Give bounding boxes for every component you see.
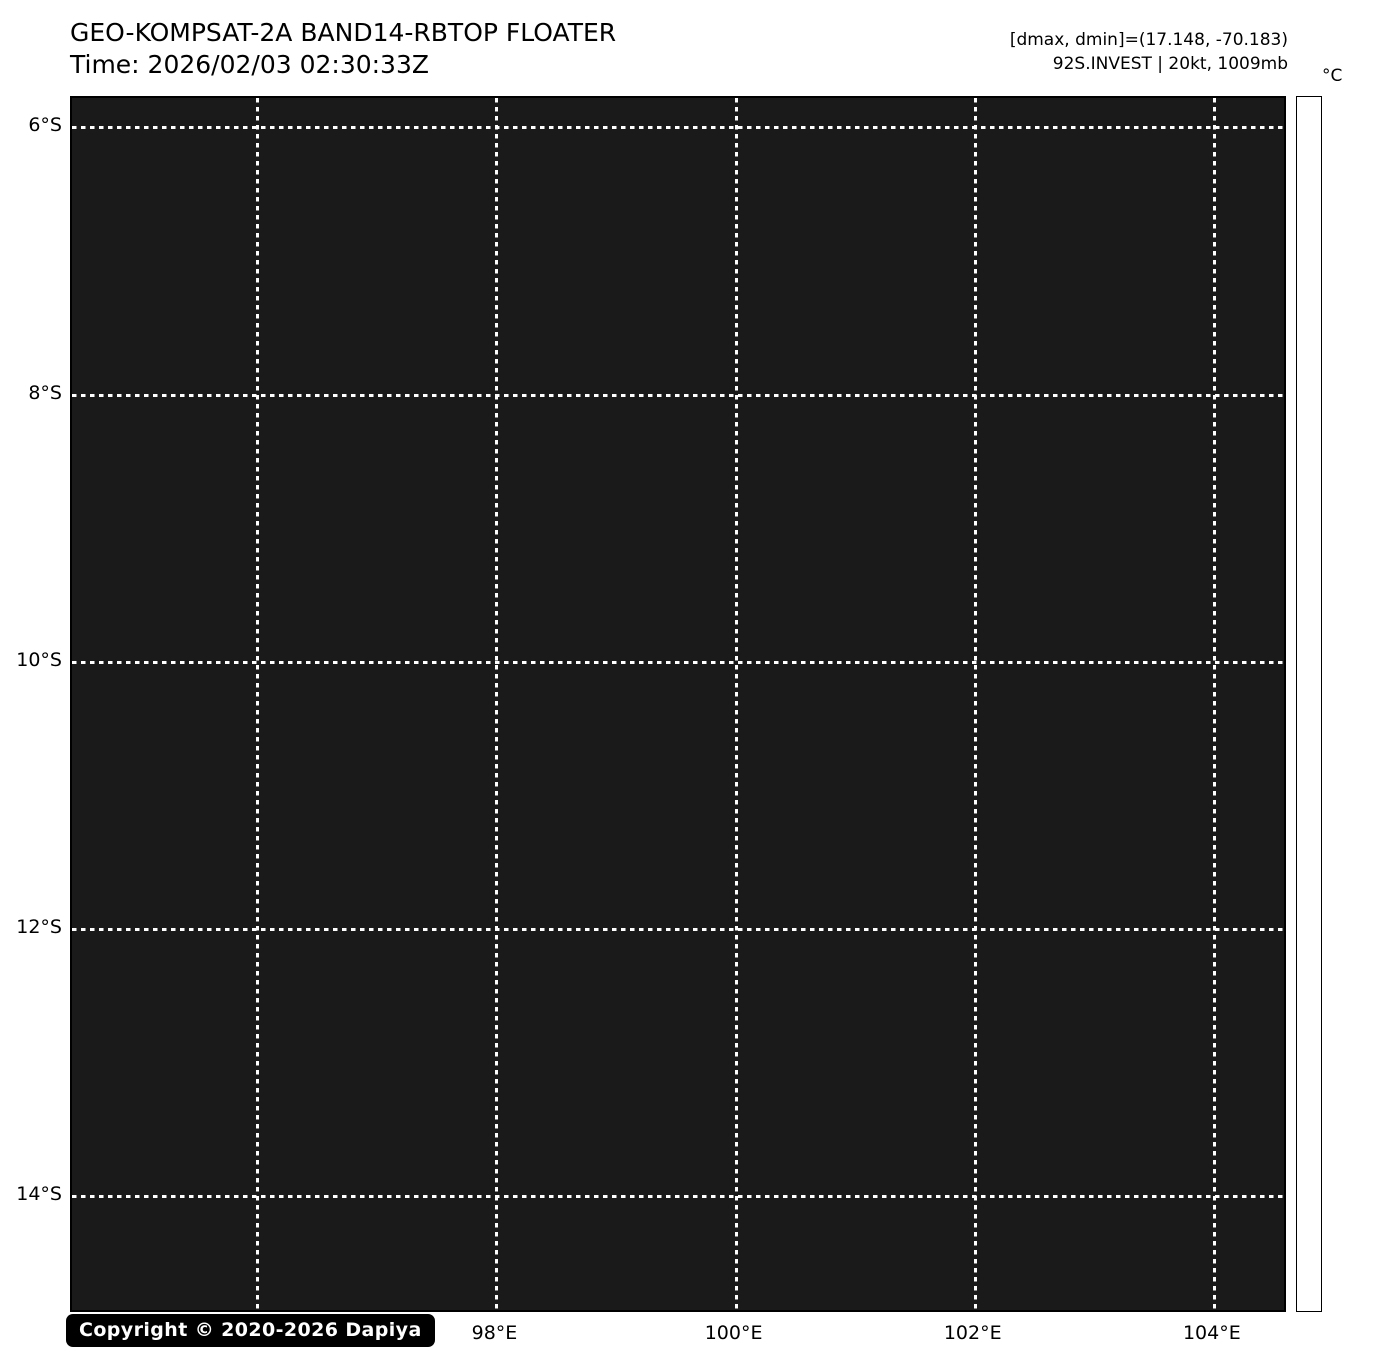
header-meta-block: [dmax, dmin]=(17.148, -70.183) 92S.INVES… (1010, 28, 1288, 76)
temperature-colorbar[interactable] (1296, 96, 1322, 1312)
x-tick-label: 98°E (471, 1322, 518, 1344)
dmax-dmin-label: [dmax, dmin]=(17.148, -70.183) (1009, 30, 1288, 50)
y-tick-label: 6°S (28, 114, 62, 137)
header-title-block: GEO-KOMPSAT-2A BAND14-RBTOP FLOATER Time… (70, 17, 616, 81)
colorbar-unit-label: °C (1322, 66, 1343, 86)
x-tick-label: 100°E (704, 1322, 763, 1344)
page-title: GEO-KOMPSAT-2A BAND14-RBTOP FLOATER (70, 18, 617, 47)
timestamp-label: Time: 2026/02/03 02:30:33Z (70, 50, 429, 79)
copyright-banner: Copyright © 2020-2026 Dapiya (66, 1314, 435, 1347)
y-tick-label: 8°S (28, 381, 62, 404)
satellite-image-plot[interactable] (70, 96, 1286, 1312)
y-tick-label: 12°S (16, 916, 62, 939)
storm-info-label: 92S.INVEST | 20kt, 1009mb (1052, 54, 1288, 74)
x-tick-label: 102°E (943, 1322, 1002, 1344)
y-tick-label: 14°S (16, 1183, 62, 1206)
x-tick-label: 104°E (1182, 1322, 1241, 1344)
satellite-image-canvas-wrap (72, 98, 1284, 1310)
satellite-ir-image (72, 98, 1284, 1310)
colorbar-gradient (1297, 97, 1321, 1311)
y-tick-label: 10°S (16, 648, 62, 671)
